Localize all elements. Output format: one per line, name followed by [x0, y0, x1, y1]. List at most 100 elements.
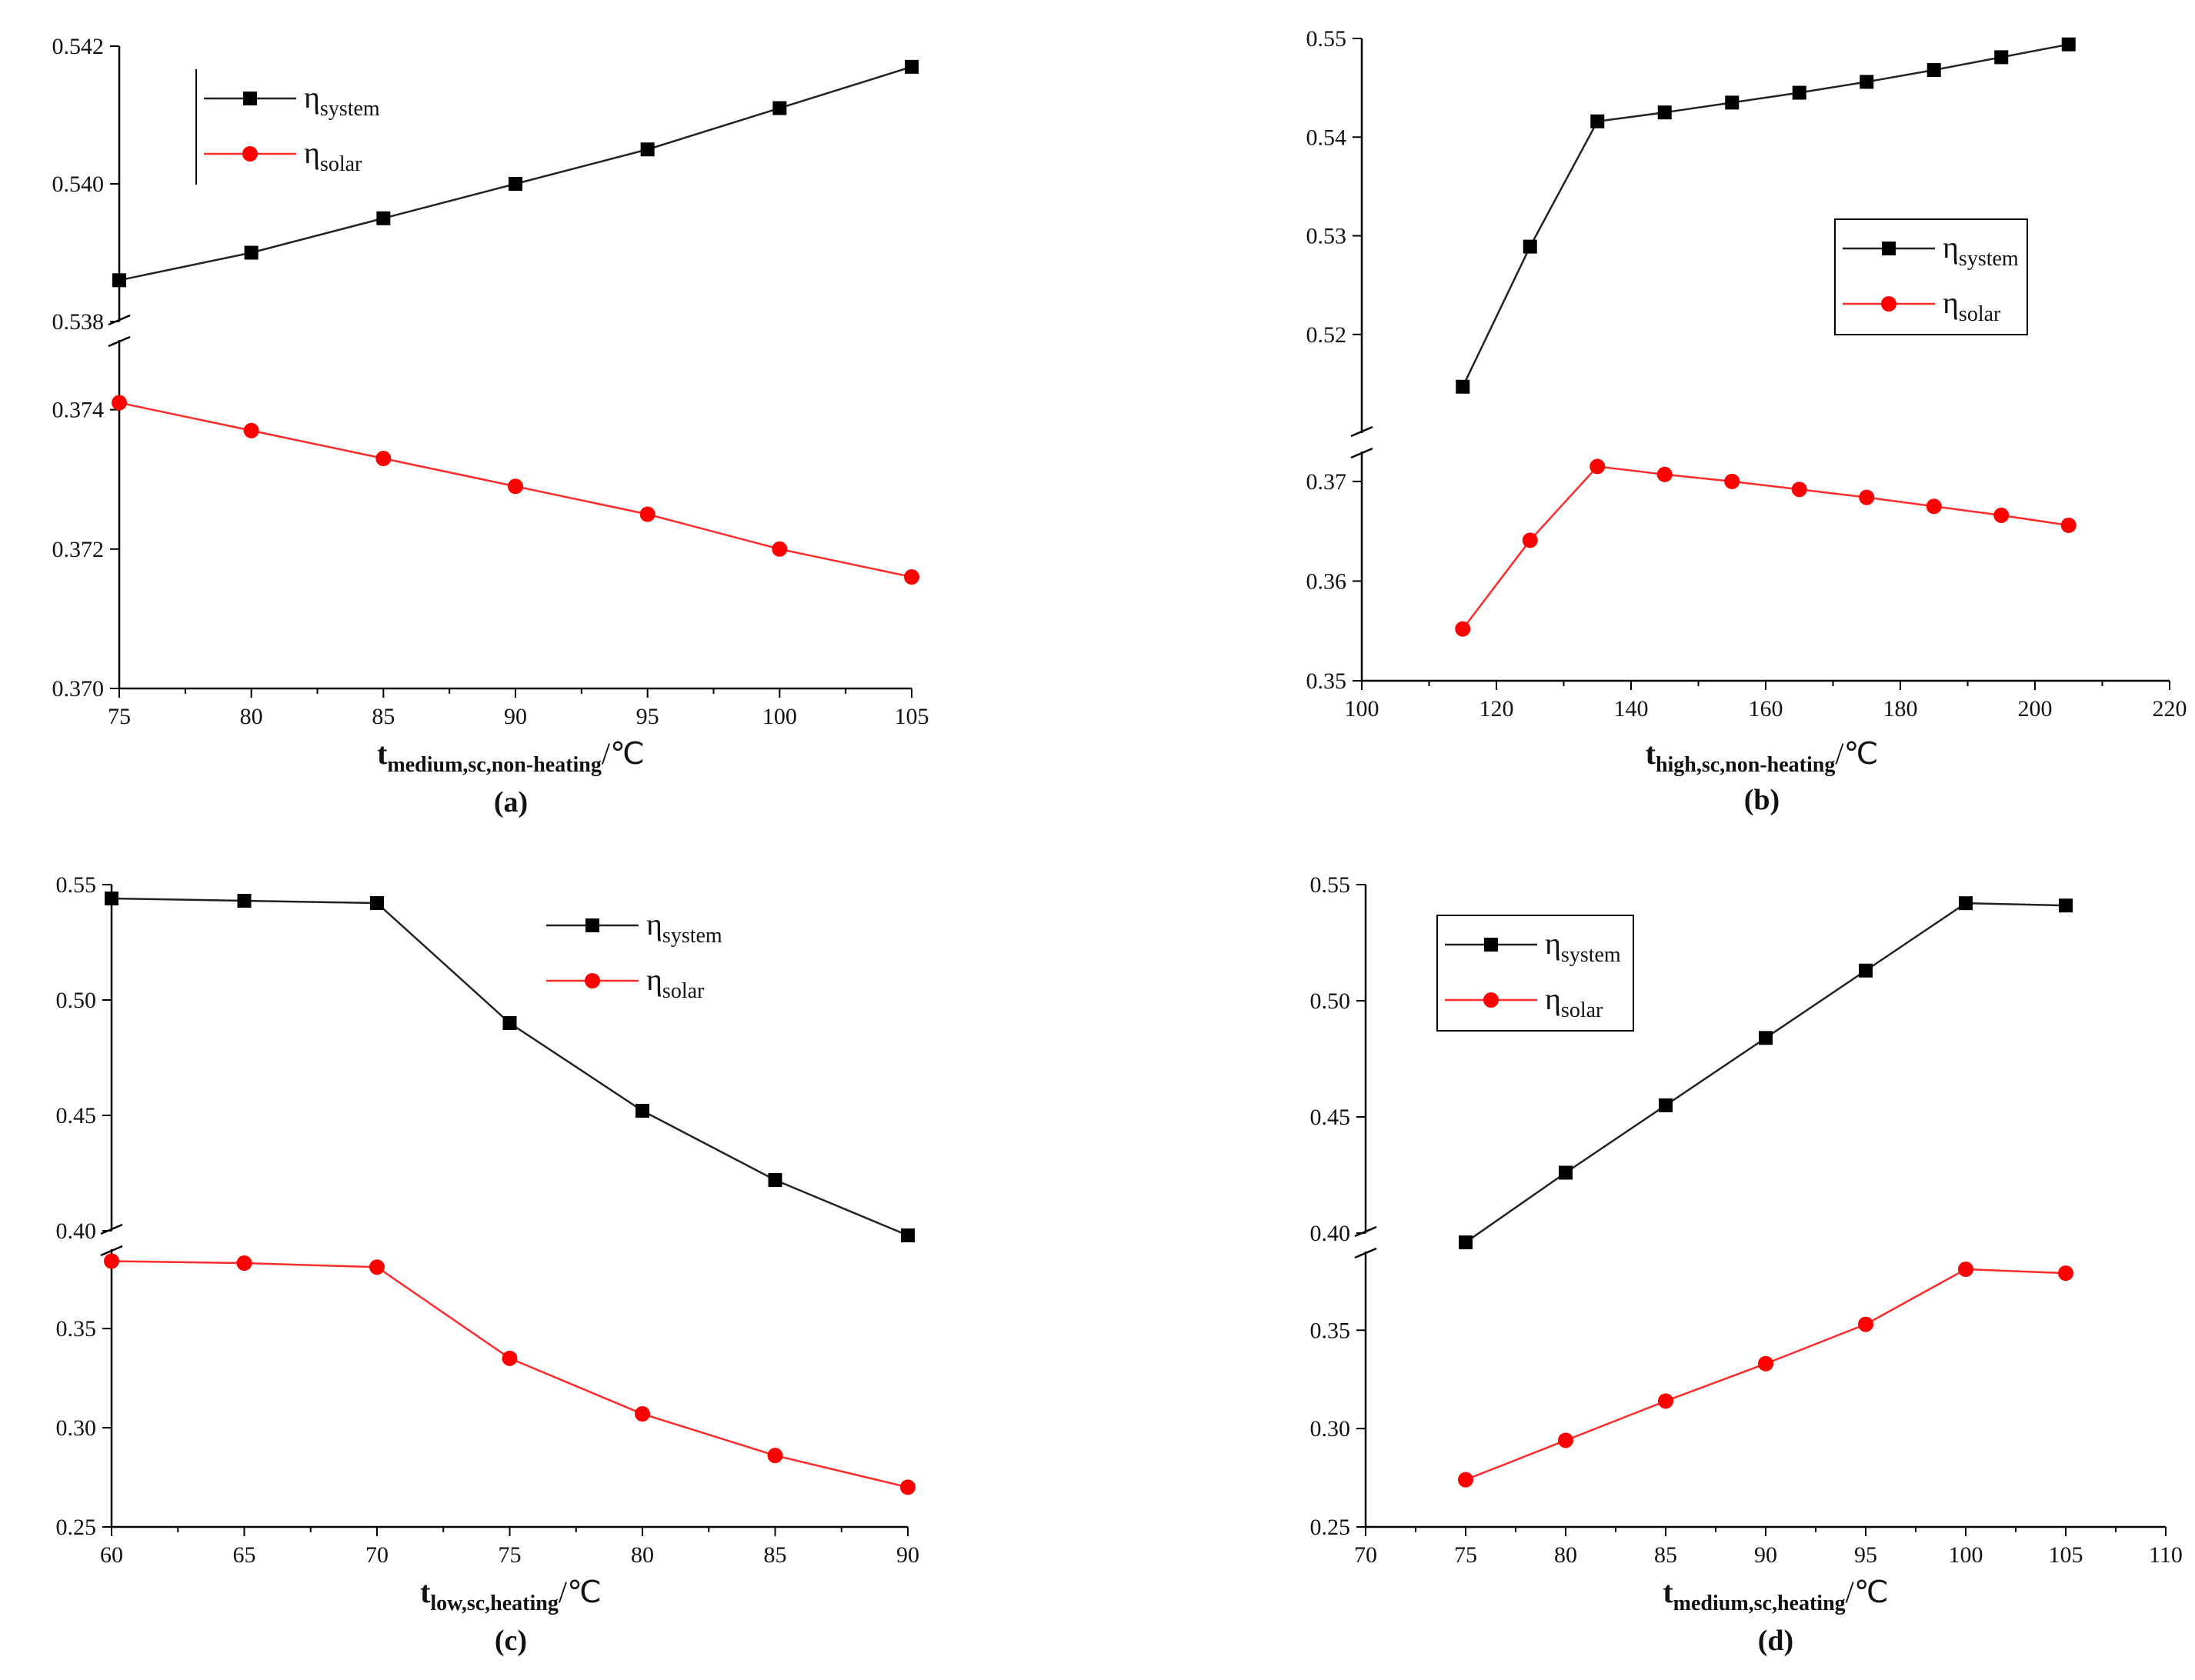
legend-subscript: solar — [1561, 998, 1603, 1022]
x-axis-title-unit: /℃ — [602, 736, 645, 771]
data-point-solar — [1958, 1262, 1973, 1278]
data-point-system — [509, 177, 522, 191]
x-tick-label: 95 — [636, 704, 659, 729]
data-point-system — [1523, 239, 1537, 254]
data-point-system — [1725, 95, 1740, 110]
y-tick-label-lower: 0.25 — [1310, 1515, 1351, 1540]
y-tick-label-lower: 0.30 — [1310, 1416, 1351, 1442]
x-tick-label: 100 — [762, 704, 797, 729]
y-tick-label-upper: 0.53 — [1306, 224, 1347, 249]
chart-panel-a: 75 80 85 90 95 100 105 0.538 0.540 0.542 0.370 0.37… — [52, 34, 929, 818]
data-point-system — [640, 142, 655, 157]
data-point-system — [905, 59, 919, 74]
legend-subscript: system — [320, 97, 380, 121]
data-point-solar — [1926, 498, 1942, 515]
x-axis-title-subscript: medium,sc,heating — [1673, 1592, 1846, 1615]
x-axis-title: tlow,sc,heating/℃ — [420, 1575, 602, 1615]
data-point-system — [1590, 114, 1605, 128]
data-point-system — [768, 1173, 782, 1187]
panel-label: (c) — [495, 1625, 527, 1657]
data-point-solar — [1858, 1316, 1873, 1332]
x-tick-label: 70 — [1354, 1542, 1377, 1568]
y-tick-label-lower: 0.370 — [52, 676, 105, 702]
data-point-system — [1859, 963, 1873, 978]
y-tick-label-lower: 0.35 — [1310, 1318, 1351, 1343]
y-tick-label-lower: 0.25 — [56, 1515, 97, 1540]
data-point-solar — [1859, 489, 1875, 505]
series-line-solar — [1462, 465, 2069, 630]
legend-subscript: solar — [320, 152, 362, 176]
x-tick-label: 60 — [100, 1542, 123, 1568]
x-tick-label: 110 — [2149, 1542, 2183, 1568]
legend-symbol: η — [1545, 926, 1561, 961]
legend-label-solar: ηsolar — [646, 962, 705, 1003]
data-point-system — [112, 273, 126, 288]
y-tick-label-upper: 0.40 — [1310, 1221, 1351, 1246]
x-tick-label: 75 — [1454, 1542, 1477, 1568]
x-axis-title-subscript: medium,sc,non-heating — [387, 753, 601, 777]
y-tick-label-upper: 0.55 — [1306, 26, 1347, 52]
data-point-system — [1456, 379, 1470, 394]
x-axis-title-main: t — [420, 1575, 431, 1609]
data-point-solar — [1758, 1355, 1773, 1372]
data-point-system — [772, 101, 787, 115]
x-tick-label: 105 — [2049, 1542, 2083, 1568]
x-axis-title-main: t — [1663, 1575, 1673, 1609]
x-tick-label: 105 — [895, 704, 929, 729]
data-point-solar — [639, 506, 655, 522]
x-tick-label: 220 — [2153, 696, 2187, 722]
legend-label-system: ηsystem — [1943, 230, 2019, 271]
x-tick-label: 85 — [764, 1542, 787, 1568]
panel-label: (b) — [1744, 784, 1780, 816]
data-point-solar — [772, 541, 788, 557]
x-tick-label: 85 — [1654, 1542, 1677, 1568]
x-tick-label: 100 — [1345, 696, 1379, 722]
data-point-solar — [2058, 1265, 2073, 1282]
data-point-system — [1792, 85, 1806, 100]
data-point-solar — [635, 1406, 650, 1422]
data-point-system — [635, 1104, 649, 1118]
legend-symbol: η — [304, 80, 320, 115]
legend-subscript: system — [1561, 943, 1621, 967]
y-tick-label-lower: 0.374 — [52, 398, 105, 423]
y-tick-label-lower: 0.35 — [1306, 668, 1347, 694]
data-point-system — [502, 1016, 517, 1030]
data-point-solar — [236, 1255, 252, 1272]
data-point-system — [2061, 37, 2076, 52]
y-tick-label-lower: 0.37 — [1306, 469, 1347, 495]
x-tick-label: 95 — [1854, 1542, 1877, 1568]
x-tick-label: 80 — [1554, 1542, 1577, 1568]
legend-symbol: η — [1545, 982, 1561, 1016]
legend-label-system: ηsystem — [304, 80, 380, 121]
data-point-solar — [1558, 1432, 1573, 1448]
panel-label: (d) — [1758, 1625, 1793, 1657]
data-point-solar — [1590, 458, 1606, 475]
legend-label-system: ηsystem — [1545, 926, 1621, 967]
x-tick-label: 120 — [1479, 696, 1514, 722]
legend-marker-solar — [242, 146, 258, 162]
x-axis-title-unit: /℃ — [559, 1575, 602, 1609]
legend-marker-solar — [1483, 992, 1499, 1008]
data-point-solar — [375, 451, 392, 467]
x-tick-label: 75 — [108, 704, 131, 729]
y-tick-label-lower: 0.30 — [56, 1415, 97, 1441]
x-tick-label: 80 — [240, 704, 263, 729]
data-point-solar — [104, 1253, 119, 1269]
x-axis-title-subscript: low,sc,heating — [430, 1592, 558, 1615]
data-point-solar — [508, 478, 523, 495]
legend-label-solar: ηsolar — [1943, 285, 2001, 326]
x-tick-label: 90 — [896, 1542, 919, 1568]
legend-subscript: solar — [662, 979, 705, 1003]
legend-box — [1436, 915, 1634, 1032]
legend-label-solar: ηsolar — [1545, 982, 1603, 1022]
chart-panel-b: 100 120 140 160 180 200 220 0.52 0.53 0.54 0.55 0.3… — [1306, 26, 2187, 816]
data-point-solar — [900, 1479, 916, 1495]
x-axis-title: tmedium,sc,non-heating/℃ — [377, 736, 645, 777]
data-point-system — [376, 211, 391, 225]
axis-break-mark — [100, 1223, 123, 1235]
data-point-system — [1657, 105, 1672, 120]
data-point-system — [105, 892, 118, 905]
